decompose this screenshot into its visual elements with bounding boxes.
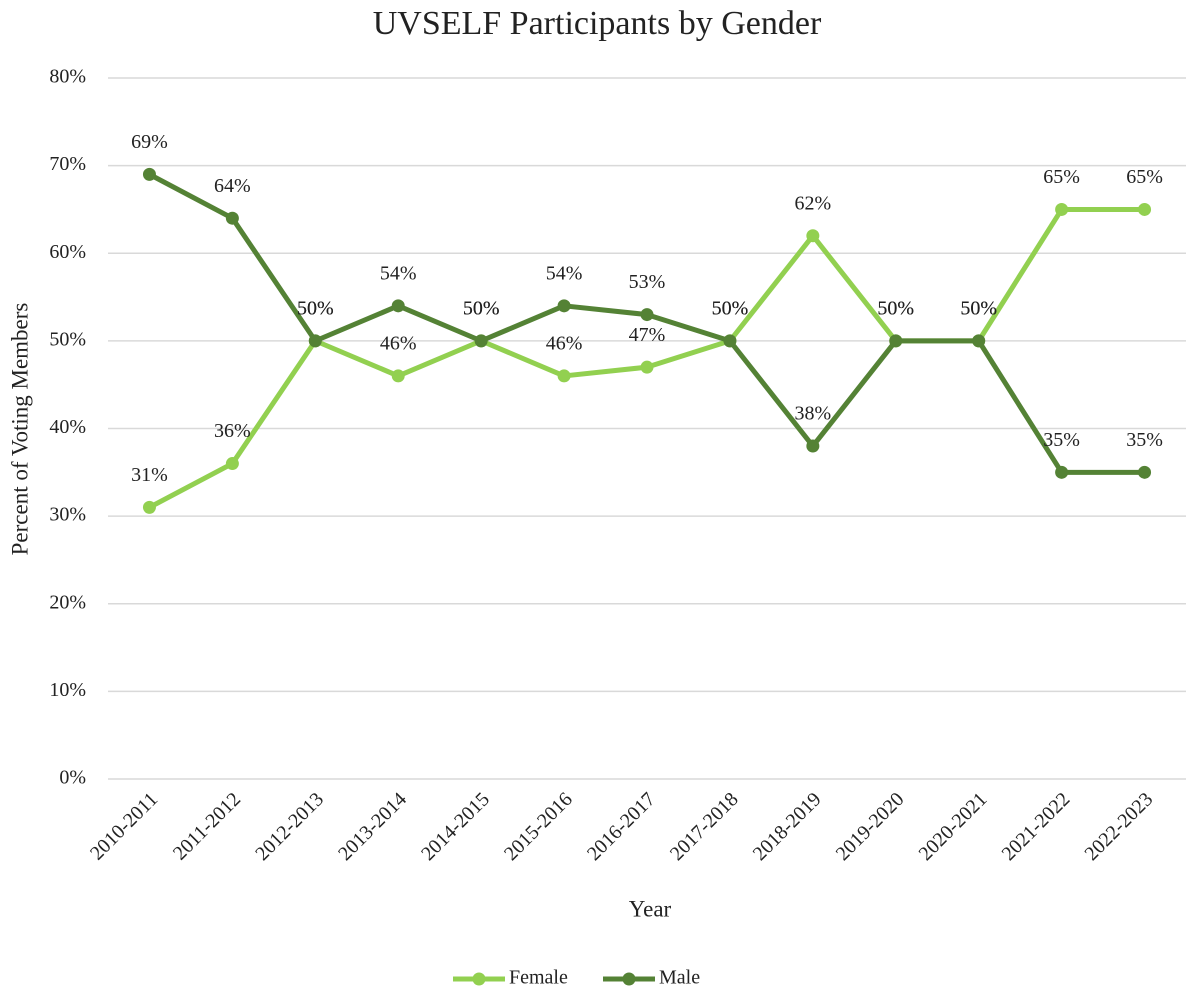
data-label: 38%	[795, 403, 832, 425]
data-label: 54%	[546, 262, 583, 284]
x-tick-label: 2022-2023	[1080, 788, 1157, 865]
marker	[640, 360, 654, 374]
legend: Female Male	[453, 967, 700, 989]
marker	[391, 299, 405, 313]
x-tick-label: 2021-2022	[998, 788, 1075, 865]
x-tick-label: 2014-2015	[417, 788, 494, 865]
data-label: 50%	[712, 297, 749, 319]
marker	[806, 229, 820, 243]
legend-label: Female	[509, 967, 568, 989]
y-tick-label: 10%	[49, 679, 86, 701]
marker	[723, 334, 737, 348]
data-label: 31%	[131, 464, 168, 486]
data-label: 35%	[1043, 429, 1080, 451]
y-tick-label: 20%	[49, 591, 86, 613]
data-label: 53%	[629, 271, 666, 293]
x-tick-label: 2016-2017	[583, 788, 660, 865]
marker	[1138, 202, 1152, 216]
x-tick-label: 2015-2016	[500, 788, 577, 865]
y-axis-title: Percent of Voting Members	[7, 303, 32, 556]
y-tick-label: 70%	[49, 153, 86, 175]
x-axis-title: Year	[629, 896, 672, 921]
y-tick-label: 50%	[49, 328, 86, 350]
data-label: 64%	[214, 175, 251, 197]
x-tick-label: 2010-2011	[86, 788, 162, 864]
data-label: 47%	[629, 324, 666, 346]
x-tick-label: 2013-2014	[334, 788, 411, 865]
data-label: 62%	[795, 192, 832, 214]
marker	[391, 369, 405, 383]
data-label: 35%	[1126, 429, 1163, 451]
data-label: 50%	[297, 297, 334, 319]
data-label: 50%	[712, 297, 749, 319]
data-label: 50%	[463, 297, 500, 319]
marker	[142, 167, 156, 181]
marker	[557, 299, 571, 313]
x-tick-label: 2017-2018	[666, 788, 743, 865]
x-tick-label: 2018-2019	[749, 788, 826, 865]
marker	[1055, 202, 1069, 216]
y-tick-label: 40%	[49, 416, 86, 438]
legend-label: Male	[659, 967, 700, 989]
data-label: 69%	[131, 131, 168, 153]
y-tick-label: 60%	[49, 241, 86, 263]
marker	[308, 334, 322, 348]
x-tick-label: 2011-2012	[169, 788, 245, 864]
data-label: 65%	[1043, 166, 1080, 188]
legend-marker	[622, 972, 636, 986]
chart-title: UVSELF Participants by Gender	[373, 5, 822, 42]
data-label: 46%	[380, 333, 417, 355]
y-tick-label: 80%	[49, 66, 86, 88]
data-label: 50%	[960, 297, 997, 319]
marker	[142, 500, 156, 514]
x-tick-label: 2019-2020	[832, 788, 909, 865]
data-label: 50%	[877, 297, 914, 319]
marker	[474, 334, 488, 348]
marker	[889, 334, 903, 348]
marker	[557, 369, 571, 383]
data-label: 54%	[380, 262, 417, 284]
data-label: 50%	[960, 297, 997, 319]
line	[148, 206, 1145, 510]
data-label: 65%	[1126, 166, 1163, 188]
marker	[1138, 465, 1152, 479]
data-label: 46%	[546, 333, 583, 355]
marker	[640, 308, 654, 322]
data-label: 50%	[297, 297, 334, 319]
x-tick-label: 2012-2013	[251, 788, 328, 865]
marker	[806, 439, 820, 453]
legend-marker	[472, 972, 486, 986]
y-tick-label: 0%	[59, 767, 86, 789]
marker	[225, 457, 239, 471]
data-label: 50%	[877, 297, 914, 319]
y-tick-label: 30%	[49, 504, 86, 526]
data-label: 50%	[463, 297, 500, 319]
marker	[972, 334, 986, 348]
x-tick-label: 2020-2021	[915, 788, 992, 865]
data-label: 36%	[214, 420, 251, 442]
marker	[1055, 465, 1069, 479]
marker	[225, 211, 239, 225]
